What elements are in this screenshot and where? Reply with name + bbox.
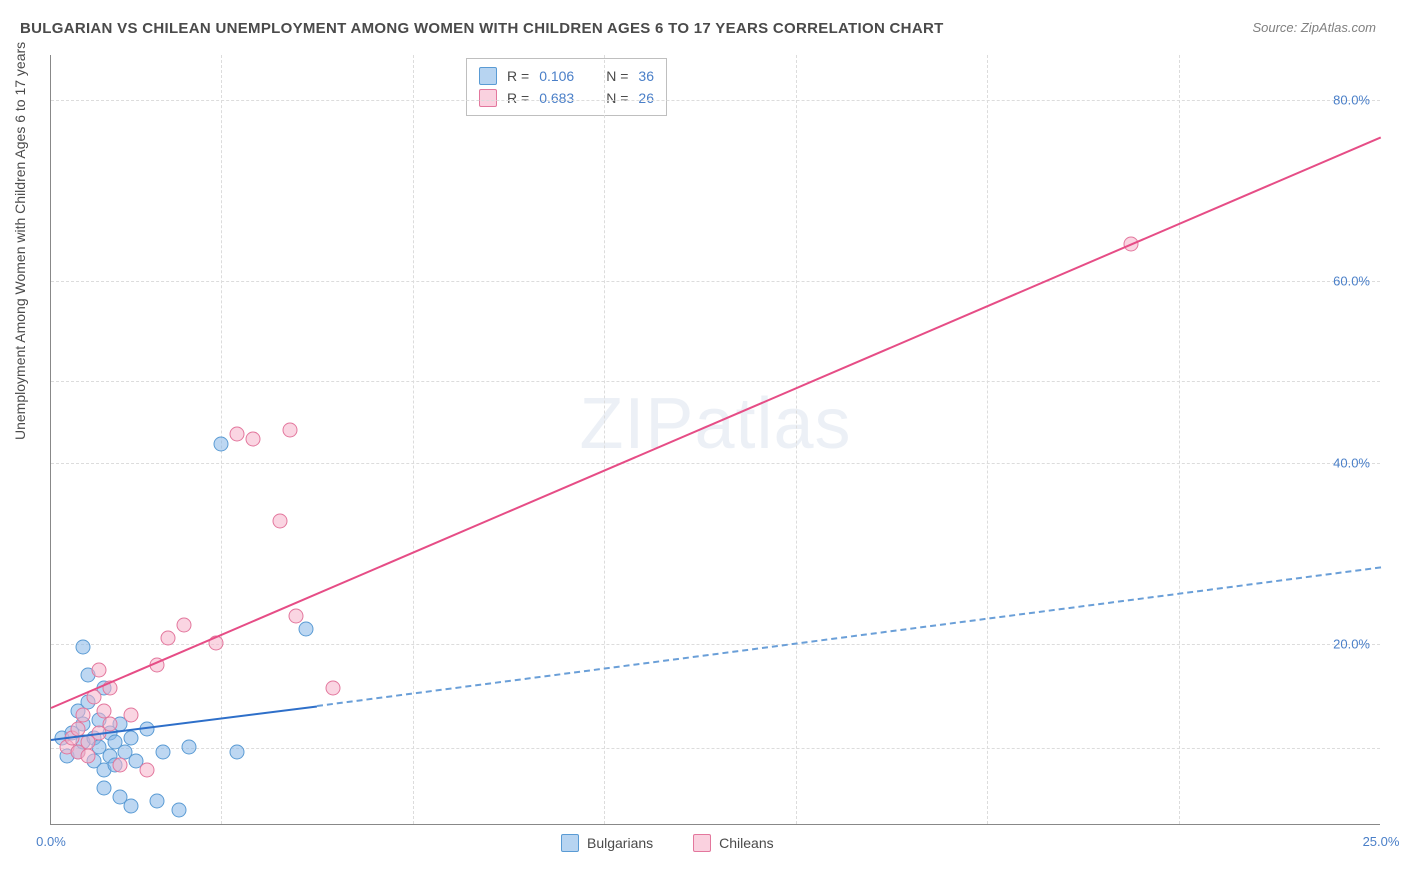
legend-r-label: R =: [507, 90, 529, 106]
legend-swatch: [693, 834, 711, 852]
regression-chilean: [51, 137, 1382, 710]
gridline-vertical: [413, 55, 414, 824]
gridline-horizontal: [51, 381, 1380, 382]
point-bulgarian: [123, 798, 138, 813]
x-tick-label: 0.0%: [36, 834, 66, 849]
legend-item: Chileans: [693, 834, 773, 852]
point-chilean: [283, 422, 298, 437]
point-chilean: [230, 427, 245, 442]
gridline-horizontal: [51, 644, 1380, 645]
legend-swatch: [479, 89, 497, 107]
point-chilean: [325, 681, 340, 696]
legend-correlation: R = 0.106 N = 36 R = 0.683 N = 26: [466, 58, 667, 116]
chart-title: BULGARIAN VS CHILEAN UNEMPLOYMENT AMONG …: [20, 20, 944, 37]
legend-row: R = 0.683 N = 26: [479, 87, 654, 109]
legend-n-label: N =: [606, 90, 628, 106]
gridline-vertical: [796, 55, 797, 824]
point-bulgarian: [155, 744, 170, 759]
watermark: ZIPatlas: [579, 383, 851, 465]
regression-bulgarian: [51, 705, 317, 741]
point-chilean: [177, 617, 192, 632]
point-chilean: [272, 513, 287, 528]
gridline-vertical: [1179, 55, 1180, 824]
legend-n-value: 26: [638, 90, 654, 106]
y-tick-label: 20.0%: [1333, 636, 1370, 651]
watermark-zip: ZIP: [579, 384, 694, 464]
legend-r-value: 0.683: [539, 90, 574, 106]
regression-bulgarian-ext: [317, 567, 1381, 708]
point-chilean: [161, 631, 176, 646]
point-bulgarian: [230, 744, 245, 759]
legend-n-value: 36: [638, 68, 654, 84]
gridline-horizontal: [51, 281, 1380, 282]
legend-label: Chileans: [719, 835, 773, 851]
point-chilean: [91, 663, 106, 678]
gridline-horizontal: [51, 100, 1380, 101]
legend-n-label: N =: [606, 68, 628, 84]
point-chilean: [246, 432, 261, 447]
y-tick-label: 60.0%: [1333, 274, 1370, 289]
point-bulgarian: [299, 622, 314, 637]
point-bulgarian: [214, 436, 229, 451]
legend-r-label: R =: [507, 68, 529, 84]
gridline-vertical: [604, 55, 605, 824]
point-bulgarian: [171, 803, 186, 818]
y-axis-label: Unemployment Among Women with Children A…: [12, 42, 28, 440]
plot-area: ZIPatlas R =0.106N =36R =0.683N =26 Bulg…: [50, 55, 1380, 825]
point-bulgarian: [182, 740, 197, 755]
point-chilean: [288, 608, 303, 623]
legend-swatch: [561, 834, 579, 852]
legend-row: R = 0.106 N = 36: [479, 65, 654, 87]
point-bulgarian: [97, 780, 112, 795]
point-chilean: [139, 762, 154, 777]
legend-swatch: [479, 67, 497, 85]
source-label: Source: ZipAtlas.com: [1252, 20, 1376, 35]
legend-r-value: 0.106: [539, 68, 574, 84]
point-bulgarian: [150, 794, 165, 809]
point-chilean: [81, 749, 96, 764]
legend-item: Bulgarians: [561, 834, 653, 852]
legend-label: Bulgarians: [587, 835, 653, 851]
gridline-vertical: [987, 55, 988, 824]
point-chilean: [102, 717, 117, 732]
y-tick-label: 80.0%: [1333, 93, 1370, 108]
gridline-horizontal: [51, 748, 1380, 749]
x-tick-label: 25.0%: [1363, 834, 1400, 849]
y-tick-label: 40.0%: [1333, 455, 1370, 470]
legend-series: Bulgarians Chileans: [561, 834, 774, 852]
point-chilean: [123, 708, 138, 723]
point-chilean: [113, 758, 128, 773]
point-bulgarian: [123, 730, 138, 745]
gridline-horizontal: [51, 463, 1380, 464]
point-bulgarian: [75, 640, 90, 655]
point-chilean: [75, 708, 90, 723]
